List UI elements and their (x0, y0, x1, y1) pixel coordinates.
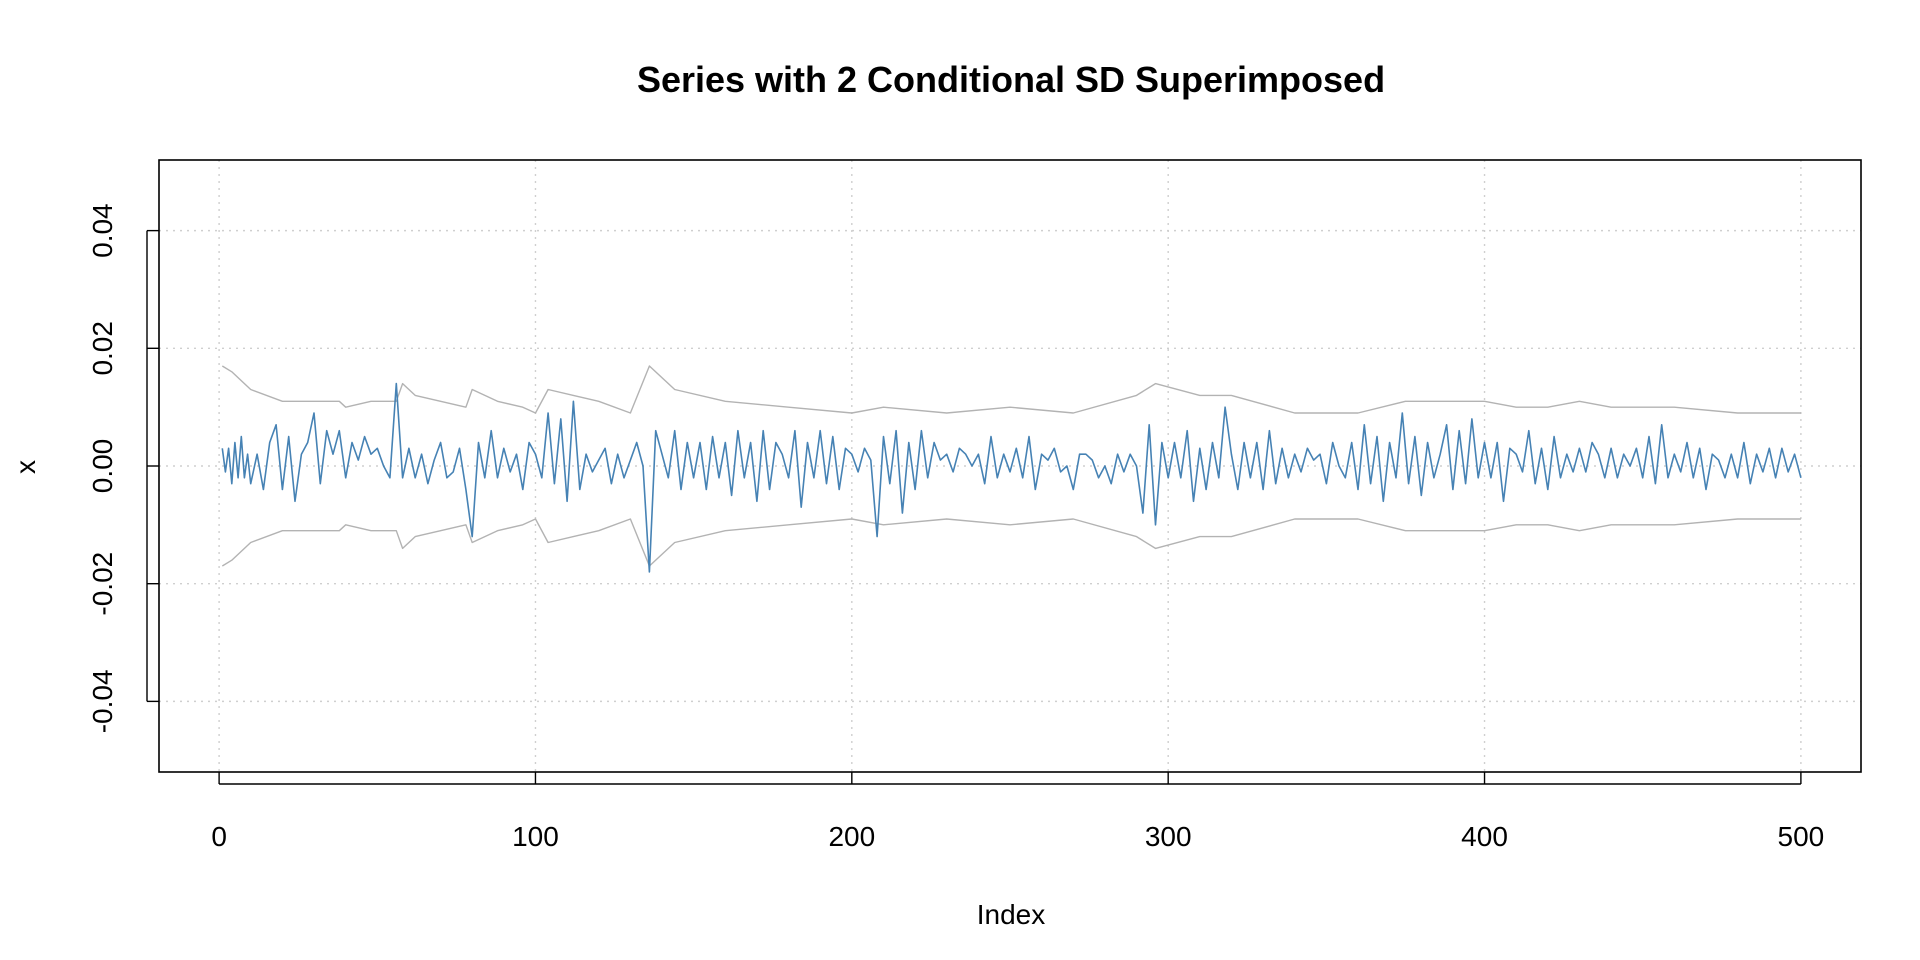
y-axis: -0.04 -0.02 0.00 0.02 0.04 (87, 203, 159, 733)
upper-2sd-line (221, 365, 1801, 414)
series-line (221, 382, 1802, 573)
x-axis: 0 100 200 300 400 500 (211, 772, 1824, 852)
y-tick-label: -0.04 (87, 669, 118, 733)
plot-lines (221, 365, 1802, 573)
x-axis-label: Index (977, 899, 1046, 930)
x-tick-label: 300 (1145, 821, 1192, 852)
x-tick-label: 400 (1461, 821, 1508, 852)
x-tick-label: 100 (512, 821, 559, 852)
chart-title: Series with 2 Conditional SD Superimpose… (637, 59, 1385, 100)
plot-frame (158, 159, 1862, 773)
lower-2sd-line (221, 518, 1801, 567)
x-tick-label: 200 (828, 821, 875, 852)
y-tick-label: -0.02 (87, 552, 118, 616)
y-axis-label: x (10, 460, 41, 474)
y-tick-label: 0.02 (87, 321, 118, 376)
y-tick-label: 0.00 (87, 439, 118, 494)
y-tick-label: 0.04 (87, 203, 118, 258)
x-tick-label: 0 (211, 821, 227, 852)
x-tick-label: 500 (1778, 821, 1825, 852)
grid (159, 160, 1861, 772)
